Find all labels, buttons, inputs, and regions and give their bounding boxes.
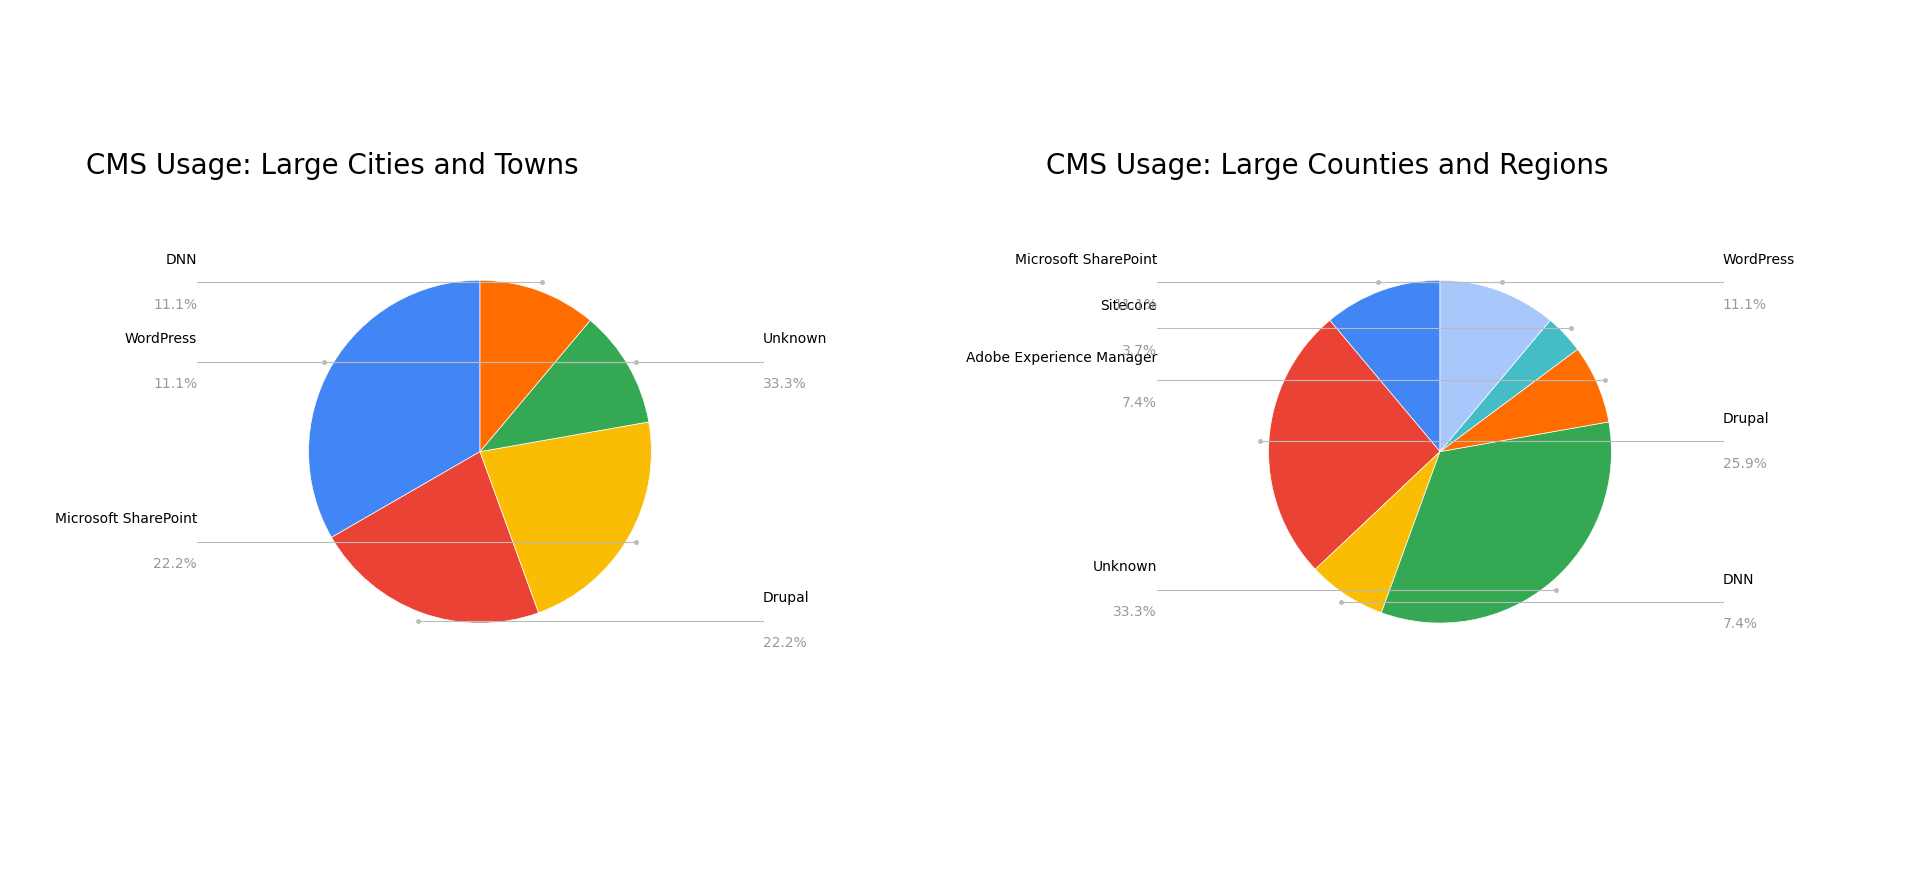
Text: Drupal: Drupal [1722, 412, 1770, 426]
Text: WordPress: WordPress [1722, 253, 1795, 267]
Text: 3.7%: 3.7% [1121, 343, 1158, 357]
Wedge shape [1440, 321, 1578, 452]
Wedge shape [480, 280, 589, 452]
Text: 11.1%: 11.1% [154, 298, 198, 312]
Wedge shape [309, 280, 480, 537]
Text: Unknown: Unknown [1092, 561, 1158, 574]
Wedge shape [480, 321, 649, 452]
Text: Unknown: Unknown [762, 332, 828, 346]
Wedge shape [1440, 349, 1609, 452]
Text: 22.2%: 22.2% [154, 557, 198, 571]
Text: 11.1%: 11.1% [1114, 298, 1158, 312]
Text: WordPress: WordPress [125, 332, 198, 346]
Text: Adobe Experience Manager: Adobe Experience Manager [966, 351, 1158, 365]
Text: 11.1%: 11.1% [154, 377, 198, 391]
Text: Drupal: Drupal [762, 592, 810, 606]
Wedge shape [1380, 421, 1611, 623]
Text: 22.2%: 22.2% [762, 636, 806, 650]
Text: CMS Usage: Large Cities and Towns: CMS Usage: Large Cities and Towns [86, 152, 578, 180]
Text: Microsoft SharePoint: Microsoft SharePoint [1016, 253, 1158, 267]
Text: DNN: DNN [1722, 573, 1755, 587]
Wedge shape [332, 452, 540, 623]
Text: 7.4%: 7.4% [1121, 395, 1158, 410]
Text: 7.4%: 7.4% [1722, 618, 1759, 632]
Text: 33.3%: 33.3% [762, 377, 806, 391]
Wedge shape [1331, 280, 1440, 452]
Text: 11.1%: 11.1% [1722, 298, 1766, 312]
Wedge shape [1315, 452, 1440, 613]
Text: Microsoft SharePoint: Microsoft SharePoint [56, 512, 198, 527]
Text: Sitecore: Sitecore [1100, 299, 1158, 313]
Text: 25.9%: 25.9% [1722, 456, 1766, 471]
Text: 33.3%: 33.3% [1114, 605, 1158, 619]
Wedge shape [480, 421, 651, 613]
Text: CMS Usage: Large Counties and Regions: CMS Usage: Large Counties and Regions [1046, 152, 1609, 180]
Wedge shape [1440, 280, 1549, 452]
Wedge shape [1269, 321, 1440, 569]
Text: DNN: DNN [165, 253, 198, 267]
